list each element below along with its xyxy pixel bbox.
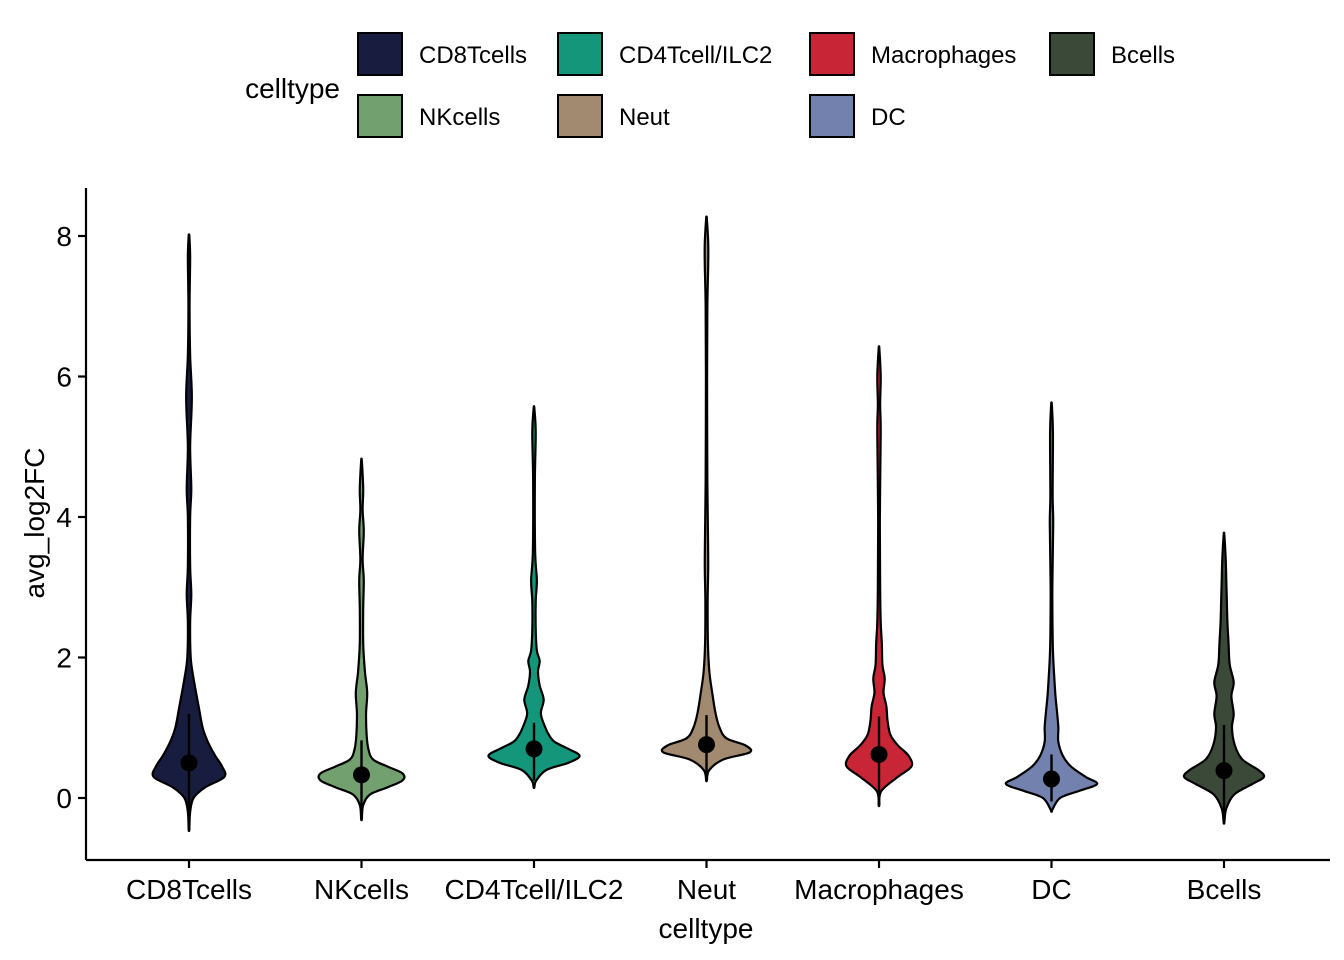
violin-neut xyxy=(660,215,753,783)
y-tick-label: 6 xyxy=(56,362,72,393)
violin-shape-bcells xyxy=(1182,531,1266,825)
legend-label: Bcells xyxy=(1111,42,1175,69)
legend-swatch xyxy=(809,32,855,76)
violin-shape-nkcells xyxy=(317,457,406,822)
summary-point-macrophages xyxy=(870,745,888,763)
violin-macrophages xyxy=(844,345,914,808)
summary-point-cd8tcells xyxy=(180,754,198,772)
x-axis-title: celltype xyxy=(659,913,754,944)
legend-label: CD8Tcells xyxy=(419,42,527,69)
legend-swatch xyxy=(1049,32,1095,76)
violin-cd4tcell-ilc2 xyxy=(487,405,581,790)
legend-label: Macrophages xyxy=(871,42,1016,69)
legend-item-nkcells: NKcells xyxy=(357,94,500,138)
violin-bcells xyxy=(1182,531,1266,825)
violin-shape-cd4tcell-ilc2 xyxy=(487,405,581,790)
y-axis-title: avg_log2FC xyxy=(19,448,50,599)
y-tick-label: 0 xyxy=(56,783,72,814)
x-tick-label-neut: Neut xyxy=(677,874,736,905)
legend-item-cd4tcell-ilc2: CD4Tcell/ILC2 xyxy=(557,32,772,76)
legend-label: NKcells xyxy=(419,104,500,131)
summary-point-nkcells xyxy=(353,766,370,784)
summary-point-cd4tcell-ilc2 xyxy=(525,740,543,758)
x-axis: CD8Tcells NKcells CD4Tcell/ILC2 Neut Macroph… xyxy=(86,858,1330,905)
y-tick-label: 8 xyxy=(56,221,72,252)
legend-label: Neut xyxy=(619,104,670,131)
violin-nkcells xyxy=(317,457,406,822)
legend-item-neut: Neut xyxy=(557,94,670,138)
legend-item-dc: DC xyxy=(809,94,906,138)
legend-swatch xyxy=(557,94,603,138)
legend-swatch xyxy=(357,32,403,76)
y-tick-label: 4 xyxy=(56,502,72,533)
x-tick-label-nkcells: NKcells xyxy=(314,874,409,905)
summary-point-neut xyxy=(698,736,715,754)
violin-cd8tcells xyxy=(151,233,227,832)
y-tick-label: 2 xyxy=(56,643,72,674)
legend-item-cd8tcells: CD8Tcells xyxy=(357,32,527,76)
legend-label: DC xyxy=(871,104,906,131)
violin-shape-neut xyxy=(660,215,753,783)
legend-item-bcells: Bcells xyxy=(1049,32,1175,76)
violin-dc xyxy=(1004,401,1099,813)
summary-point-bcells xyxy=(1215,762,1233,780)
legend-title: celltype xyxy=(245,73,340,104)
x-tick-label-cd4tcell-ilc2: CD4Tcell/ILC2 xyxy=(445,874,624,905)
x-tick-label-bcells: Bcells xyxy=(1187,874,1262,905)
violin-shape-dc xyxy=(1004,401,1099,813)
y-axis: 0 2 4 6 8 xyxy=(56,188,88,860)
x-tick-label-macrophages: Macrophages xyxy=(794,874,964,905)
summary-point-dc xyxy=(1043,770,1060,788)
x-tick-label-cd8tcells: CD8Tcells xyxy=(126,874,252,905)
legend-item-macrophages: Macrophages xyxy=(809,32,1016,76)
violin-shape-macrophages xyxy=(844,345,914,808)
legend: celltype CD8Tcells CD4Tcell/ILC2 Macrophag… xyxy=(245,32,1175,138)
legend-swatch xyxy=(809,94,855,138)
x-tick-label-dc: DC xyxy=(1031,874,1071,905)
violin-shape-cd8tcells xyxy=(151,233,227,832)
legend-swatch xyxy=(557,32,603,76)
legend-label: CD4Tcell/ILC2 xyxy=(619,42,772,69)
legend-swatch xyxy=(357,94,403,138)
violins xyxy=(151,215,1266,832)
